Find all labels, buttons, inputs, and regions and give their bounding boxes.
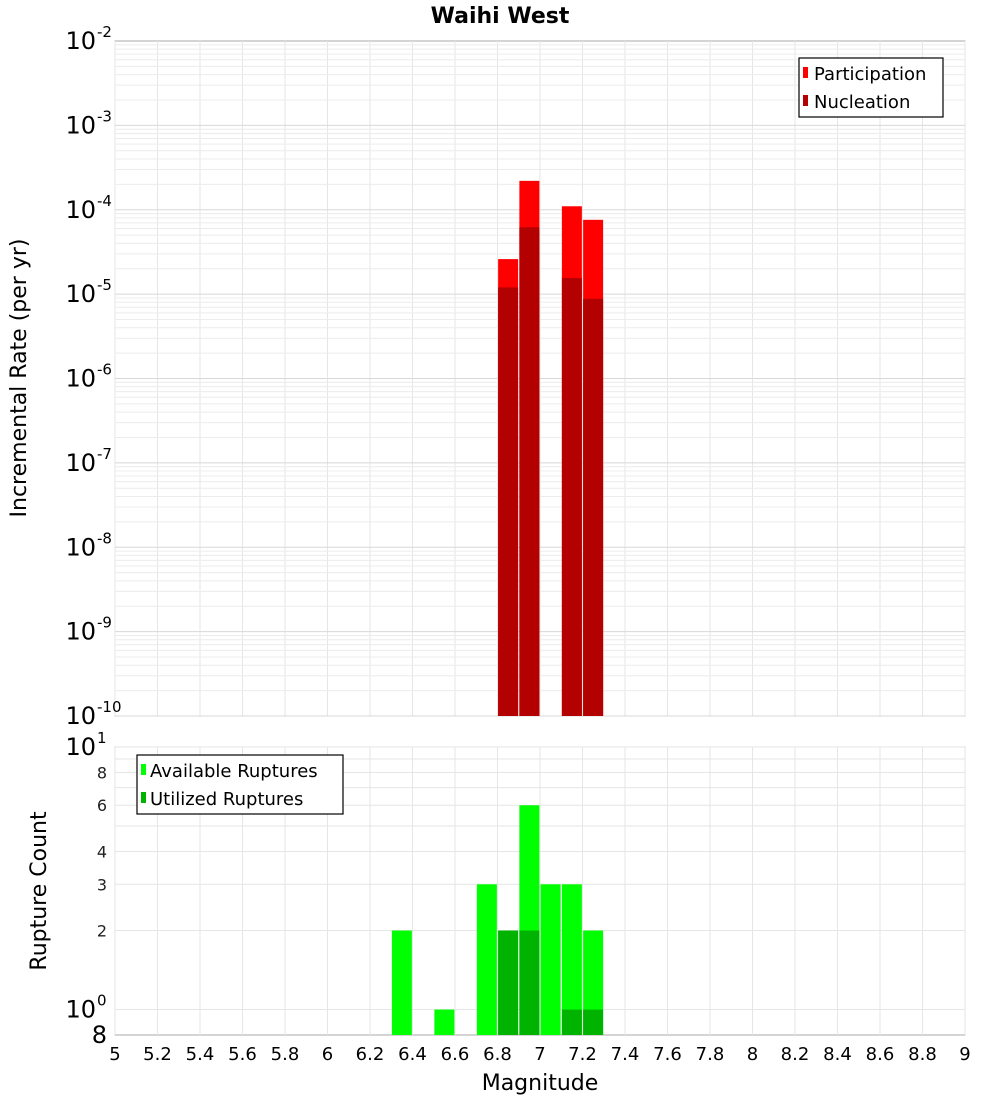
x-tick-label: 7.2 xyxy=(568,1044,597,1065)
x-tick-label: 6.8 xyxy=(483,1044,512,1065)
bottom-y-minor-tick: 8 xyxy=(97,763,107,782)
bottom-y-minor-tick: 2 xyxy=(97,922,107,941)
top-y-tick-base: 10 xyxy=(65,618,96,646)
top-y-tick: 10 -5 xyxy=(65,276,112,308)
top-y-tick: 10 -8 xyxy=(65,529,112,561)
x-tick-label: 8.6 xyxy=(866,1044,895,1065)
top-y-tick: 10 -4 xyxy=(65,192,112,224)
available-bar xyxy=(476,884,497,1035)
bottom-y-major-tick: 10 0 xyxy=(65,992,106,1024)
legend-available: Available Ruptures xyxy=(150,761,318,782)
bottom-y-minor-tick: 3 xyxy=(97,875,107,894)
top-y-tick-exp: -5 xyxy=(97,276,112,294)
top-y-tick-base: 10 xyxy=(65,280,96,308)
x-tick-label: 7.6 xyxy=(653,1044,682,1065)
legend-participation: Participation xyxy=(814,64,926,85)
x-tick-label: 8 xyxy=(747,1044,758,1065)
top-y-tick: 10 -3 xyxy=(65,107,112,139)
top-legend-box xyxy=(798,57,944,118)
top-y-tick-exp: -7 xyxy=(97,445,112,463)
available-bar xyxy=(391,930,412,1035)
nucleation-bar xyxy=(561,278,582,716)
x-tick-label: 8.2 xyxy=(781,1044,810,1065)
top-y-tick-exp: -2 xyxy=(97,23,112,41)
x-tick-label: 8.4 xyxy=(823,1044,852,1065)
nucleation-swatch xyxy=(803,95,808,106)
nucleation-bar xyxy=(519,227,540,716)
top-grid xyxy=(114,41,966,717)
x-tick-label: 9 xyxy=(959,1044,970,1065)
utilized-bar xyxy=(561,1009,582,1035)
x-ticks: 5 5.2 5.4 5.6 5.8 6 6.2 6.4 6.6 6.8 7 7.2 7.4 7.6 7.8 8… xyxy=(109,1044,970,1065)
utilized-bar xyxy=(498,930,519,1035)
top-y-tick-base: 10 xyxy=(65,449,96,477)
x-tick-label: 5.8 xyxy=(271,1044,300,1065)
top-y-tick-base: 10 xyxy=(65,365,96,393)
top-legend: Participation Nucleation xyxy=(798,57,944,118)
bottom-y-major-tick: 10 1 xyxy=(65,729,106,761)
x-tick-label: 6.4 xyxy=(398,1044,427,1065)
available-swatch xyxy=(141,764,146,775)
top-y-tick: 10 -7 xyxy=(65,445,112,477)
x-tick-label: 5.2 xyxy=(143,1044,172,1065)
top-y-tick-base: 10 xyxy=(65,27,96,55)
top-y-tick: 10 -6 xyxy=(65,361,112,393)
top-y-tick: 10 -2 xyxy=(65,23,112,55)
available-bar xyxy=(540,884,561,1035)
bottom-y-tick-exp: 0 xyxy=(97,992,107,1010)
top-y-tick: 10 -10 xyxy=(65,698,121,730)
top-y-tick-exp: -6 xyxy=(97,361,112,379)
bottom-y-bottom-tick: 8 xyxy=(92,1021,107,1049)
utilized-swatch xyxy=(141,792,146,803)
x-tick-label: 5.4 xyxy=(186,1044,215,1065)
bottom-y-axis-label: Rupture Count xyxy=(27,811,52,971)
x-tick-label: 7.8 xyxy=(696,1044,725,1065)
top-y-tick-exp: -8 xyxy=(97,529,112,547)
top-y-tick-base: 10 xyxy=(65,533,96,561)
x-tick-label: 7.4 xyxy=(611,1044,640,1065)
x-tick-label: 5.6 xyxy=(228,1044,257,1065)
participation-swatch xyxy=(803,67,808,78)
available-bar xyxy=(583,930,604,1035)
bottom-y-tick-base: 10 xyxy=(65,733,96,761)
x-tick-label: 5 xyxy=(109,1044,120,1065)
x-axis-label: Magnitude xyxy=(482,1071,599,1096)
top-y-tick: 10 -9 xyxy=(65,614,112,646)
top-y-tick-exp: -4 xyxy=(97,192,112,210)
available-bar xyxy=(561,884,582,1035)
top-bars xyxy=(498,180,604,717)
available-bar xyxy=(434,1009,455,1035)
bottom-y-tick-exp: 1 xyxy=(97,729,107,747)
top-y-tick-exp: -3 xyxy=(97,107,112,125)
top-y-tick-base: 10 xyxy=(65,196,96,224)
x-tick-label: 7 xyxy=(534,1044,545,1065)
legend-utilized: Utilized Ruptures xyxy=(150,789,303,810)
bottom-bars xyxy=(391,805,604,1035)
top-y-axis-label: Incremental Rate (per yr) xyxy=(7,239,32,518)
utilized-bar xyxy=(583,1009,604,1035)
x-tick-label: 8.8 xyxy=(908,1044,937,1065)
utilized-bar xyxy=(519,930,540,1035)
top-y-tick-base: 10 xyxy=(65,111,96,139)
top-y-tick-exp: -10 xyxy=(97,698,122,716)
legend-nucleation: Nucleation xyxy=(814,92,910,113)
bottom-legend-box xyxy=(136,754,344,815)
top-y-tick-base: 10 xyxy=(65,702,96,730)
top-y-tick-exp: -9 xyxy=(97,614,112,632)
x-tick-label: 6.2 xyxy=(356,1044,385,1065)
bottom-y-minor-tick: 6 xyxy=(97,796,107,815)
nucleation-bar xyxy=(583,298,604,716)
bottom-y-tick-base: 10 xyxy=(65,996,96,1024)
bottom-legend: Available Ruptures Utilized Ruptures xyxy=(136,754,344,815)
x-tick-label: 6.6 xyxy=(441,1044,470,1065)
chart-title: Waihi West xyxy=(431,4,570,29)
nucleation-bar xyxy=(498,287,519,716)
bottom-y-minor-tick: 4 xyxy=(97,842,107,861)
x-tick-label: 6 xyxy=(322,1044,333,1065)
